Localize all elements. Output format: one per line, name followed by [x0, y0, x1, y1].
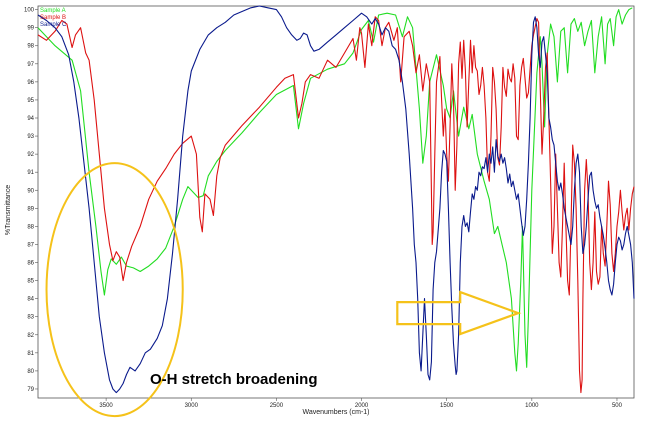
y-tick-label: 100 [24, 8, 35, 14]
y-tick-label: 96 [27, 80, 34, 86]
y-tick-label: 90 [27, 188, 34, 194]
x-axis-ticks: 3500 3000 2500 2000 1500 1000 500 [99, 398, 623, 409]
y-tick-label: 84 [27, 297, 34, 303]
x-tick-label: 1500 [440, 403, 454, 409]
y-tick-label: 83 [27, 315, 34, 321]
y-tick-label: 91 [27, 170, 34, 176]
y-tick-label: 80 [27, 369, 34, 375]
x-tick-label: 3500 [99, 403, 113, 409]
annotation-arrow [396, 290, 522, 336]
y-tick-label: 89 [27, 206, 34, 212]
y-tick-label: 95 [27, 98, 34, 104]
y-tick-label: 94 [27, 116, 34, 122]
plot-area [37, 5, 635, 399]
y-tick-label: 87 [27, 242, 34, 248]
y-tick-label: 81 [27, 351, 34, 357]
x-tick-label: 2000 [355, 403, 369, 409]
y-tick-label: 99 [27, 26, 34, 32]
legend: Sample A Sample B Sample C [40, 8, 67, 28]
y-axis-title: %Transmittance [5, 185, 12, 235]
y-tick-label: 79 [27, 387, 34, 393]
x-tick-label: 2500 [270, 403, 284, 409]
series-line-sample-b [37, 16, 635, 394]
y-tick-label: 82 [27, 333, 34, 339]
y-axis-ticks: 79 80 81 82 83 84 85 86 87 88 89 90 91 92 93 94 95 96 97 98… [24, 8, 38, 393]
x-tick-label: 500 [612, 403, 623, 409]
y-tick-label: 88 [27, 224, 34, 230]
annotation-layer: O-H stretch broadening [45, 162, 522, 418]
x-tick-label: 1000 [525, 403, 539, 409]
series-layer [37, 5, 635, 394]
legend-entry-sample-c: Sample C [40, 22, 67, 28]
legend-entry-sample-a: Sample A [40, 8, 66, 14]
y-tick-label: 97 [27, 62, 34, 68]
y-tick-label: 93 [27, 134, 34, 140]
series-line-sample-c [37, 5, 635, 394]
oh-stretch-label: O-H stretch broadening [150, 371, 318, 388]
x-axis-title: Wavenumbers (cm-1) [302, 409, 369, 416]
y-tick-label: 92 [27, 152, 34, 158]
y-tick-label: 86 [27, 261, 34, 267]
x-tick-label: 3000 [185, 403, 199, 409]
y-tick-label: 98 [27, 44, 34, 50]
legend-entry-sample-b: Sample B [40, 15, 66, 21]
y-tick-label: 85 [27, 279, 34, 285]
oh-region-ellipse [45, 162, 184, 418]
